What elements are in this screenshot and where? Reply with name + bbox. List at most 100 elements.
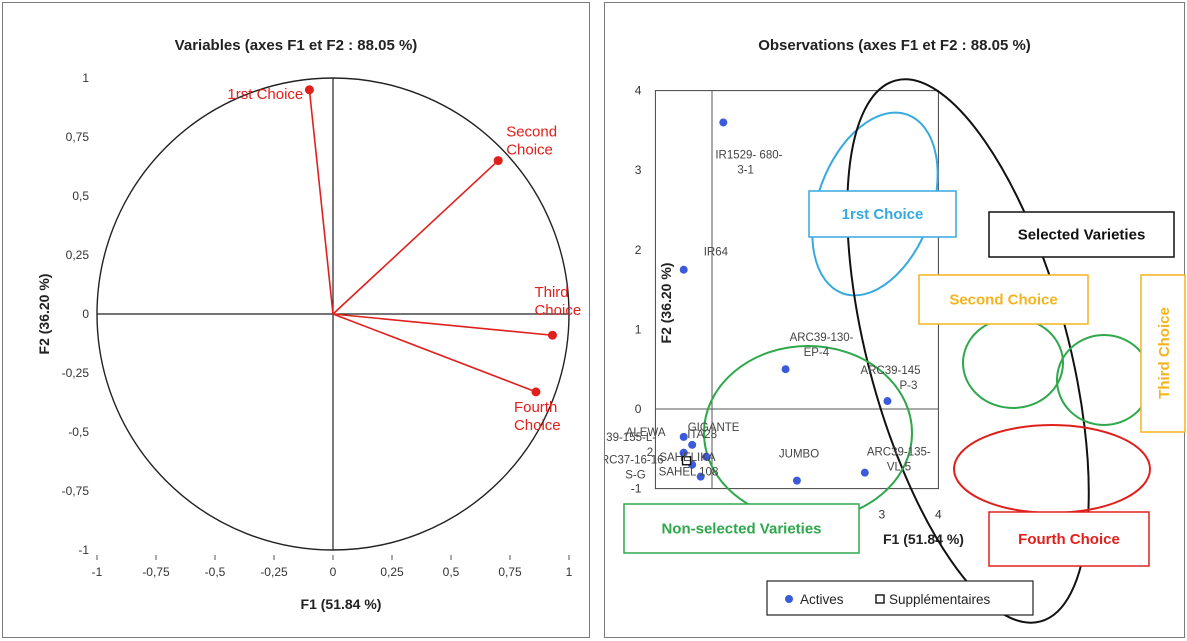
y-tick-label: 0 [82,307,89,321]
variable-label: Choice [534,302,581,319]
observation-label: JUMBO [779,449,819,461]
selected-varieties-label: Selected Varieties [1018,227,1146,244]
variable-vector [332,160,499,315]
observation-label: ALEWA [626,427,666,439]
legend-box [766,580,1034,616]
active-point [781,365,790,374]
variable-label: Choice [514,417,561,434]
y-tick-label: -1 [631,482,642,496]
observation-label: GIGANTE [688,422,740,434]
observations-scatter-chart: -10123443210-1F1 (51.84 %)F2 (36.20 %)1r… [605,78,1186,624]
observation-label: ITA28 [687,429,717,441]
observation-label: P-3 [899,380,917,392]
active-point [792,476,801,485]
active-point [688,440,697,449]
observation-label: 3-1 [737,164,754,176]
active-point [719,118,728,127]
variable-label: Third [534,284,568,301]
variable-vector [332,313,553,337]
variables-panel: Variables (axes F1 et F2 : 88.05 %) -1 -0… [2,2,590,638]
observation-label: ARC37-16-16 [605,455,664,467]
observations-title: Observations (axes F1 et F2 : 88.05 %) [758,37,1031,54]
legend-actives-marker [785,595,793,603]
observation-label: S-G [625,470,646,482]
variable-vector [332,313,537,393]
fourth-choice-label: Fourth Choice [1018,531,1120,548]
observation-label: IR1529- 680- [715,149,782,161]
y-tick-label: 1 [82,71,89,85]
observation-label: IR64 [704,247,729,259]
non-selected-label: Non-selected Varieties [661,521,821,538]
variable-point [547,330,557,340]
variable-label: Second [506,124,557,141]
observation-label: ARC 39-155-L- [605,432,656,444]
variables-title: Variables (axes F1 et F2 : 88.05 %) [174,37,418,54]
variable-label: Choice [506,142,553,159]
y-tick-label: 0,25 [66,248,90,262]
non-selected-box [623,503,860,554]
x-axis-label: F1 (51.84 %) [883,531,964,547]
y-tick-label: -0,25 [62,366,90,380]
y-tick-label: 0,75 [66,130,90,144]
first-choice-label: 1rst Choice [842,206,924,223]
y-tick-label: -0,5 [68,425,89,439]
observation-label: SAHELIKA [659,452,716,464]
observation-label: ARC39-135- [867,447,931,459]
active-point [860,468,869,477]
active-point [883,397,892,406]
variable-point [304,85,314,95]
y-tick-label: -0,75 [62,484,90,498]
y-tick-label: 0,5 [72,189,89,203]
y-tick-label: 4 [635,84,642,98]
second-choice-label: Second Choice [949,292,1057,309]
observation-label: ARC39-145 [860,365,920,377]
y-tick-label: 3 [635,163,642,177]
fourth-choice-ellipse [953,424,1151,514]
observations-panel: Observations (axes F1 et F2 : 88.05 %) -… [604,2,1186,638]
y-tick-label: -1 [78,543,89,557]
y-tick-label: 1 [635,322,642,336]
supplementary-point [681,456,692,466]
x-tick-label: -0,5 [205,565,226,579]
x-tick-label: 4 [935,508,942,522]
active-point [679,432,688,441]
selected-varieties-ellipse [846,78,1090,624]
x-axis-label: F1 (51.84 %) [301,596,382,612]
observation-label: ARC39-130- [790,332,854,344]
active-point [679,265,688,274]
variable-label: Fourth [514,399,557,416]
legend-supp-label: Supplémentaires [889,592,991,607]
variable-point [493,156,503,166]
x-tick-label: -0,25 [260,565,288,579]
x-tick-label: -1 [92,565,103,579]
second-choice-ellipse [962,317,1064,409]
third-choice-box [1140,274,1186,433]
third-choice-ellipse [1056,334,1152,426]
observation-label: SAHEL 108 [659,467,719,479]
observation-label: EP-4 [804,347,830,359]
variable-vector [308,89,334,315]
x-tick-label: 0,75 [498,565,522,579]
fourth-choice-box [988,511,1150,567]
x-tick-label: 3 [878,508,885,522]
y-axis-label: F2 (36.20 %) [36,274,52,355]
x-tick-label: 0,25 [380,565,404,579]
x-tick-label: 0 [330,565,337,579]
observation-label: 2 [647,447,653,459]
variable-point [531,387,541,397]
active-point [696,472,705,481]
y-axis-label: F2 (36.20 %) [658,263,674,344]
variable-label: 1rst Choice [227,86,303,103]
active-point [679,448,688,457]
correlation-circle-chart: -1 -0,75 -0,5 -0,25 0 0,25 0,5 0,75 1 1 0,75 0,5 0,2… [36,71,581,612]
x-tick-label: 1 [566,565,573,579]
second-choice-box [918,274,1089,325]
y-tick-label: 0 [635,402,642,416]
x-tick-label: -0,75 [142,565,170,579]
selected-varieties-box [988,211,1175,258]
active-point [702,452,711,461]
x-tick-label: 0,5 [443,565,460,579]
third-choice-label: Third Choice [1156,307,1173,399]
legend-actives-label: Actives [800,592,844,607]
first-choice-box [808,190,957,238]
